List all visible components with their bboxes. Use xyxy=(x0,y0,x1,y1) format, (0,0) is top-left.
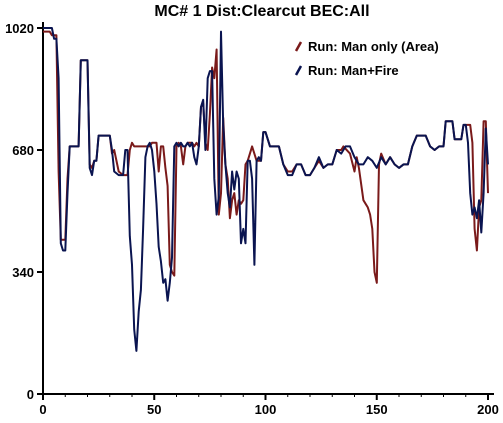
y-tick-label: 340 xyxy=(12,265,34,280)
x-tick-label: 0 xyxy=(39,402,46,417)
x-tick-label: 50 xyxy=(147,402,161,417)
legend-label-2: Run: Man+Fire xyxy=(308,63,399,78)
series-line-1 xyxy=(43,30,489,284)
legend: Run: Man only (Area) Run: Man+Fire xyxy=(294,39,439,78)
legend-label-1: Run: Man only (Area) xyxy=(308,39,439,54)
y-tick-label: 680 xyxy=(12,143,34,158)
y-tick-label: 1020 xyxy=(5,21,34,36)
chart-title: MC# 1 Dist:Clearcut BEC:All xyxy=(154,3,369,20)
x-tick-label: 200 xyxy=(477,402,499,417)
y-tick-label: 0 xyxy=(27,387,34,402)
legend-swatch-2 xyxy=(294,65,303,76)
series-layer xyxy=(43,27,489,352)
x-tick-label: 150 xyxy=(366,402,388,417)
x-tick-label: 100 xyxy=(255,402,277,417)
axes: 0 340 680 1020 0 50 100 150 200 xyxy=(5,21,499,417)
legend-swatch-1 xyxy=(294,41,303,52)
series-line-2 xyxy=(43,27,489,352)
